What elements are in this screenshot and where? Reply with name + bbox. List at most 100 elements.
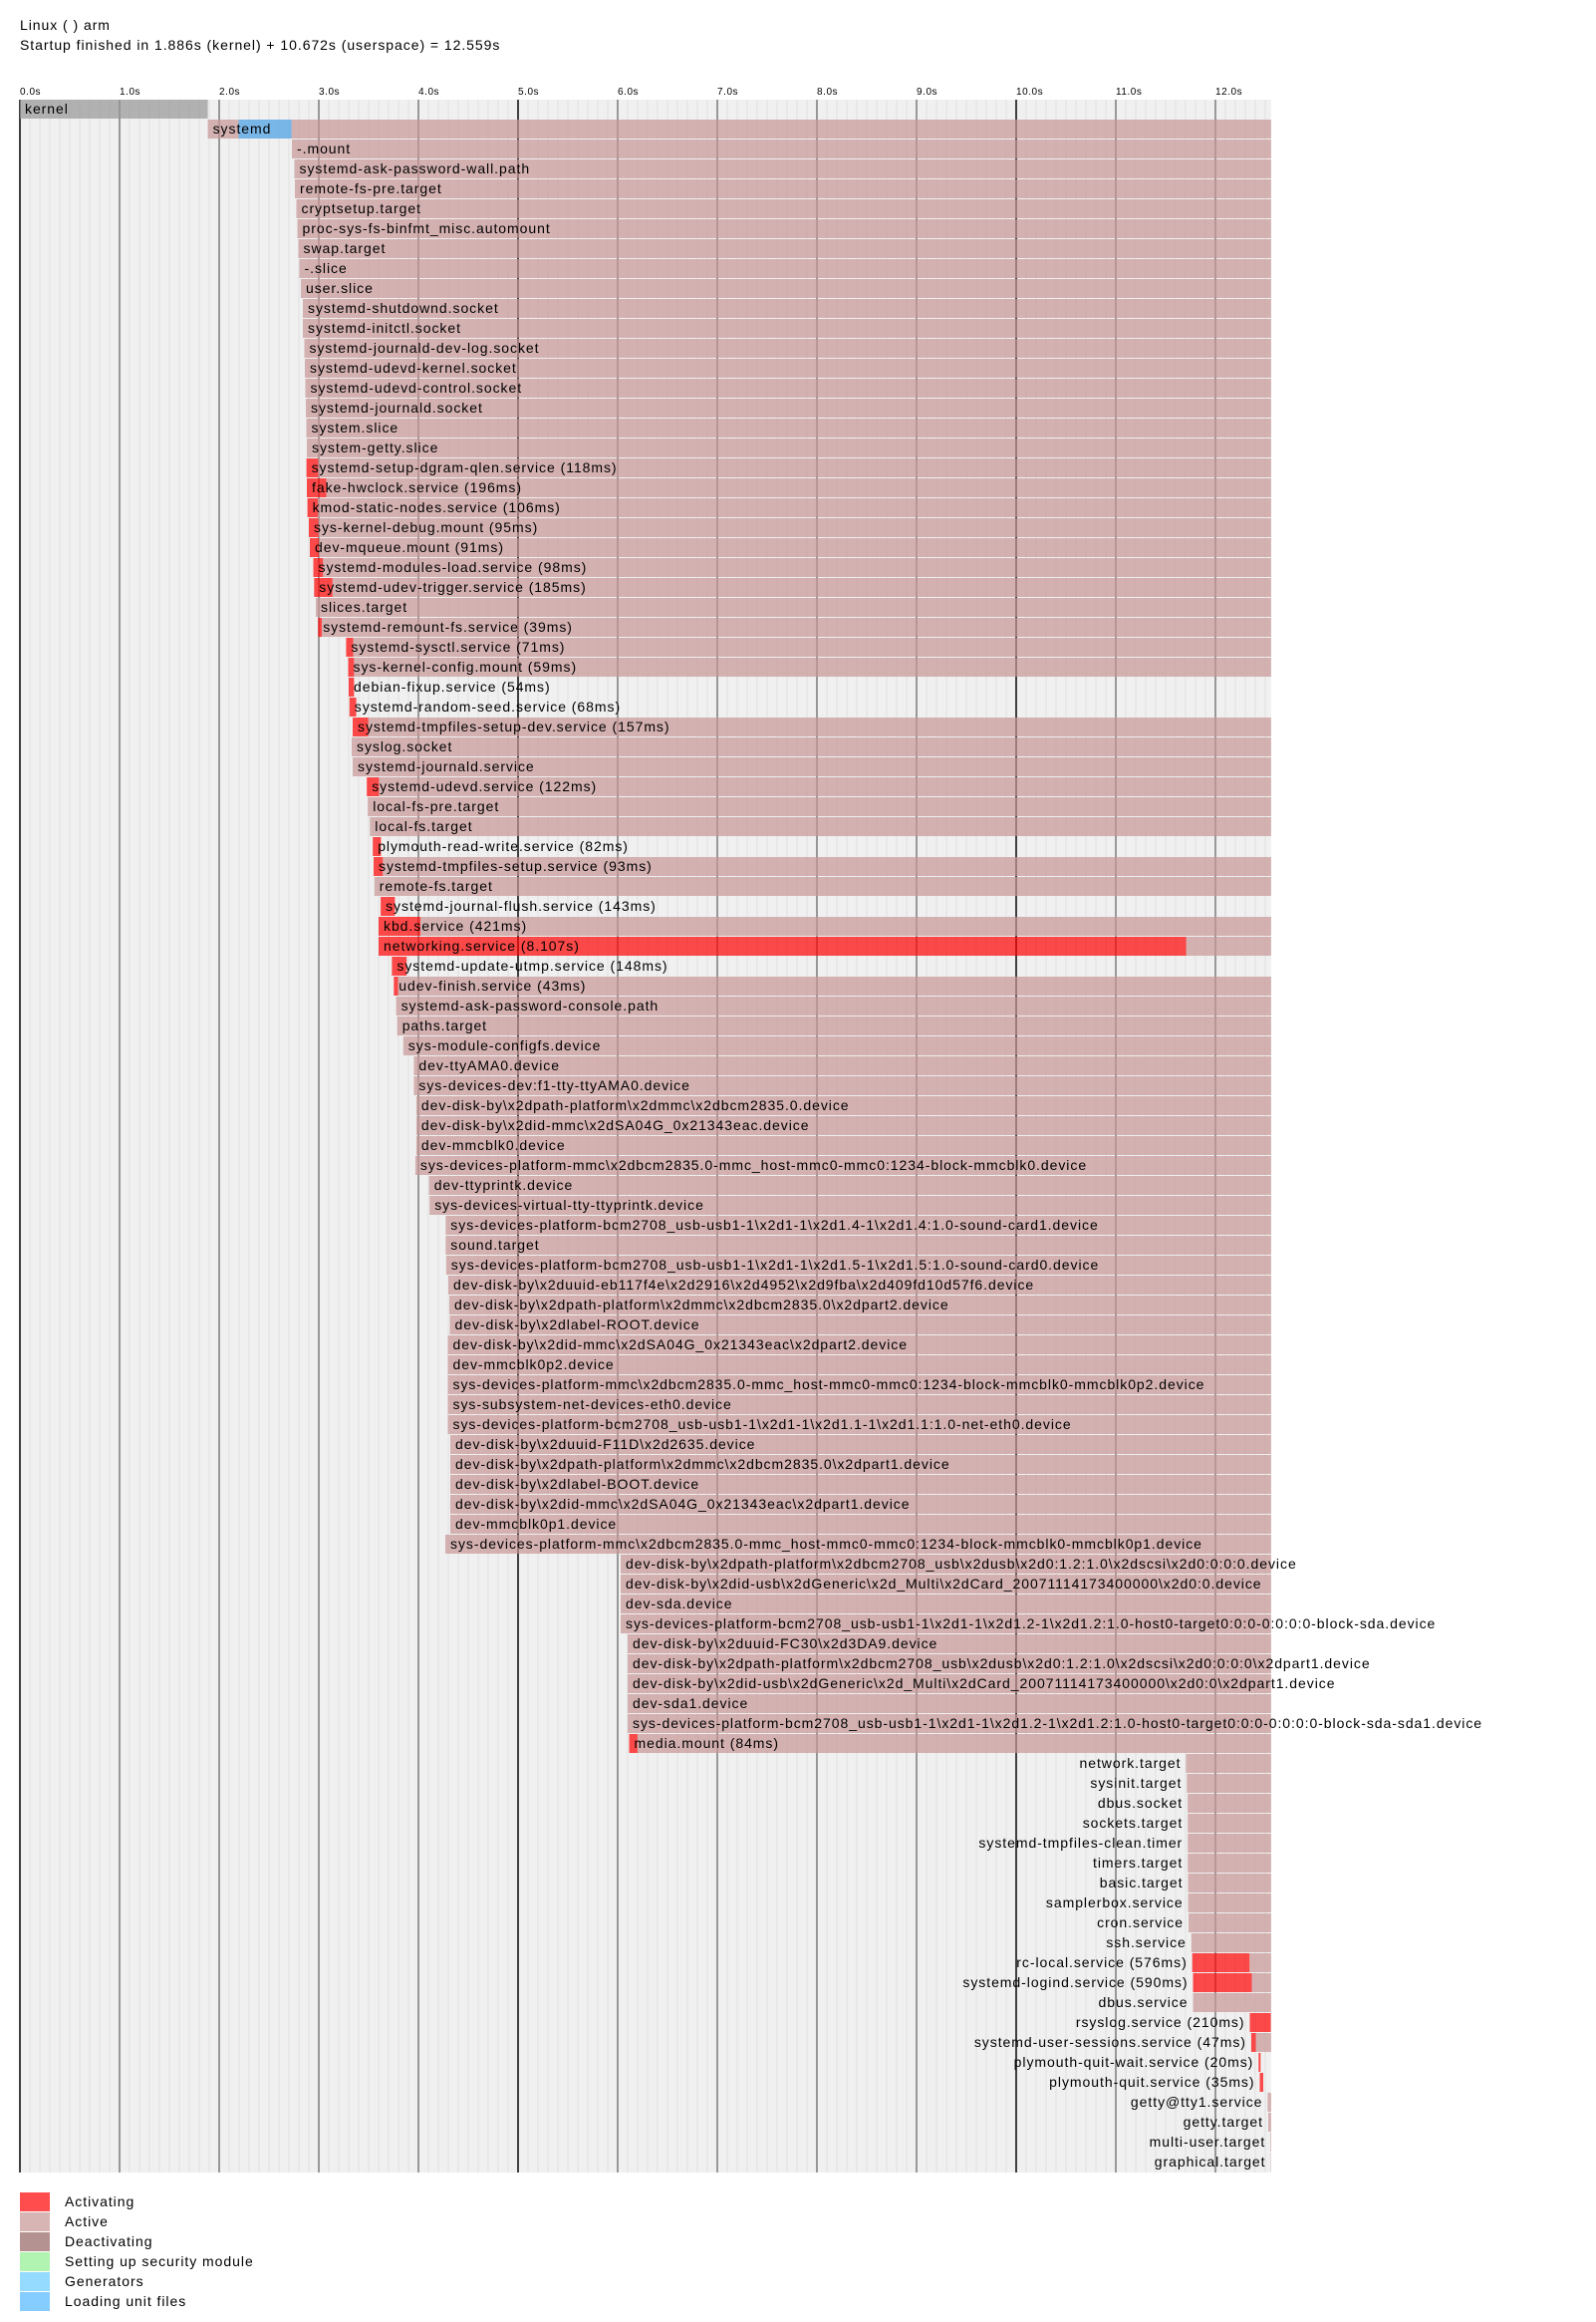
svg-text:Loading unit files: Loading unit files <box>65 2293 186 2309</box>
svg-text:dev-disk-by\x2did-mmc\x2dSA04G: dev-disk-by\x2did-mmc\x2dSA04G_0x21343ea… <box>455 1496 910 1512</box>
svg-text:dev-disk-by\x2dpath-platform\x: dev-disk-by\x2dpath-platform\x2dbcm2708_… <box>633 1655 1371 1671</box>
svg-text:paths.target: paths.target <box>402 1017 487 1033</box>
svg-text:dev-ttyAMA0.device: dev-ttyAMA0.device <box>418 1057 560 1073</box>
svg-text:7.0s: 7.0s <box>717 87 738 98</box>
svg-text:9.0s: 9.0s <box>917 87 937 98</box>
svg-text:systemd: systemd <box>213 121 272 137</box>
svg-text:systemd-tmpfiles-clean.timer: systemd-tmpfiles-clean.timer <box>978 1835 1183 1851</box>
svg-text:kbd.service (421ms): kbd.service (421ms) <box>384 918 527 934</box>
svg-text:sys-devices-platform-mmc\x2dbc: sys-devices-platform-mmc\x2dbcm2835.0-mm… <box>450 1536 1202 1552</box>
svg-text:5.0s: 5.0s <box>518 87 539 98</box>
svg-text:dev-mmcblk0p1.device: dev-mmcblk0p1.device <box>455 1516 617 1532</box>
svg-text:sys-module-configfs.device: sys-module-configfs.device <box>408 1037 602 1053</box>
svg-text:dev-disk-by\x2duuid-FC30\x2d3D: dev-disk-by\x2duuid-FC30\x2d3DA9.device <box>633 1635 937 1651</box>
svg-text:syslog.socket: syslog.socket <box>357 738 452 754</box>
svg-text:remote-fs-pre.target: remote-fs-pre.target <box>300 180 442 196</box>
svg-text:multi-user.target: multi-user.target <box>1150 2134 1266 2150</box>
svg-text:sysinit.target: sysinit.target <box>1090 1775 1182 1791</box>
svg-text:sys-devices-platform-mmc\x2dbc: sys-devices-platform-mmc\x2dbcm2835.0-mm… <box>420 1157 1087 1173</box>
svg-text:dev-disk-by\x2dpath-platform\x: dev-disk-by\x2dpath-platform\x2dmmc\x2db… <box>455 1456 950 1472</box>
svg-text:local-fs-pre.target: local-fs-pre.target <box>373 798 499 814</box>
svg-text:dev-disk-by\x2duuid-F11D\x2d26: dev-disk-by\x2duuid-F11D\x2d2635.device <box>455 1436 755 1452</box>
svg-text:sys-devices-platform-bcm2708_u: sys-devices-platform-bcm2708_usb-usb1-1\… <box>626 1615 1436 1631</box>
svg-text:1.0s: 1.0s <box>120 87 140 98</box>
svg-text:systemd-udevd.service (122ms): systemd-udevd.service (122ms) <box>372 778 597 794</box>
svg-text:samplerbox.service: samplerbox.service <box>1046 1894 1184 1910</box>
svg-text:fake-hwclock.service (196ms): fake-hwclock.service (196ms) <box>312 479 522 495</box>
svg-text:slices.target: slices.target <box>321 599 407 615</box>
svg-text:dev-sda.device: dev-sda.device <box>626 1596 732 1611</box>
svg-text:dev-mmcblk0.device: dev-mmcblk0.device <box>421 1137 566 1153</box>
svg-text:sys-kernel-debug.mount (95ms): sys-kernel-debug.mount (95ms) <box>314 519 538 535</box>
svg-text:sys-devices-dev:f1-tty-ttyAMA0: sys-devices-dev:f1-tty-ttyAMA0.device <box>418 1077 689 1093</box>
svg-text:udev-finish.service (43ms): udev-finish.service (43ms) <box>399 978 586 994</box>
svg-text:sockets.target: sockets.target <box>1083 1815 1183 1831</box>
svg-text:plymouth-quit-wait.service (20: plymouth-quit-wait.service (20ms) <box>1014 2054 1254 2070</box>
svg-text:dev-disk-by\x2dlabel-BOOT.devi: dev-disk-by\x2dlabel-BOOT.device <box>455 1476 699 1492</box>
svg-text:systemd-setup-dgram-qlen.servi: systemd-setup-dgram-qlen.service (118ms) <box>312 459 618 475</box>
svg-text:rsyslog.service (210ms): rsyslog.service (210ms) <box>1076 2014 1245 2030</box>
svg-text:10.0s: 10.0s <box>1016 87 1043 98</box>
svg-text:timers.target: timers.target <box>1093 1855 1183 1871</box>
svg-text:systemd-journald.service: systemd-journald.service <box>358 758 535 774</box>
svg-text:Activating: Activating <box>65 2193 134 2209</box>
svg-text:sys-devices-virtual-tty-ttypri: sys-devices-virtual-tty-ttyprintk.device <box>434 1197 704 1213</box>
svg-text:sys-devices-platform-mmc\x2dbc: sys-devices-platform-mmc\x2dbcm2835.0-mm… <box>453 1376 1205 1392</box>
svg-text:systemd-udev-trigger.service (: systemd-udev-trigger.service (185ms) <box>319 579 586 595</box>
svg-text:4.0s: 4.0s <box>418 87 439 98</box>
svg-text:sys-devices-platform-bcm2708_u: sys-devices-platform-bcm2708_usb-usb1-1\… <box>451 1257 1099 1273</box>
svg-text:user.slice: user.slice <box>306 280 374 296</box>
svg-text:system.slice: system.slice <box>312 420 399 435</box>
svg-text:media.mount (84ms): media.mount (84ms) <box>635 1735 779 1751</box>
svg-text:systemd-remount-fs.service (39: systemd-remount-fs.service (39ms) <box>323 619 573 635</box>
svg-text:systemd-ask-password-wall.path: systemd-ask-password-wall.path <box>300 160 531 176</box>
svg-text:remote-fs.target: remote-fs.target <box>380 878 493 894</box>
svg-text:dev-disk-by\x2duuid-eb117f4e\x: dev-disk-by\x2duuid-eb117f4e\x2d2916\x2d… <box>453 1277 1034 1293</box>
svg-text:Linux ( ) arm: Linux ( ) arm <box>20 17 111 33</box>
svg-text:12.0s: 12.0s <box>1215 87 1242 98</box>
svg-text:dev-ttyprintk.device: dev-ttyprintk.device <box>434 1177 574 1193</box>
svg-text:systemd-random-seed.service (6: systemd-random-seed.service (68ms) <box>355 699 621 715</box>
svg-text:cron.service: cron.service <box>1097 1914 1184 1930</box>
svg-text:-.slice: -.slice <box>305 260 348 276</box>
svg-text:dev-disk-by\x2dpath-platform\x: dev-disk-by\x2dpath-platform\x2dmmc\x2db… <box>454 1297 949 1312</box>
svg-text:sound.target: sound.target <box>450 1237 539 1253</box>
svg-text:proc-sys-fs-binfmt_misc.automo: proc-sys-fs-binfmt_misc.automount <box>303 220 551 236</box>
svg-text:systemd-journald.socket: systemd-journald.socket <box>311 400 483 416</box>
svg-text:getty@tty1.service: getty@tty1.service <box>1131 2094 1262 2110</box>
svg-text:systemd-initctl.socket: systemd-initctl.socket <box>308 320 461 336</box>
svg-text:systemd-udevd-control.socket: systemd-udevd-control.socket <box>311 380 523 396</box>
svg-text:systemd-udevd-kernel.socket: systemd-udevd-kernel.socket <box>310 360 517 376</box>
svg-text:3.0s: 3.0s <box>319 87 340 98</box>
svg-text:sys-subsystem-net-devices-eth0: sys-subsystem-net-devices-eth0.device <box>453 1396 732 1412</box>
svg-text:systemd-journal-flush.service: systemd-journal-flush.service (143ms) <box>386 898 657 914</box>
svg-text:systemd-tmpfiles-setup-dev.ser: systemd-tmpfiles-setup-dev.service (157m… <box>358 719 670 734</box>
svg-text:Active: Active <box>65 2213 109 2229</box>
svg-text:sys-devices-platform-bcm2708_u: sys-devices-platform-bcm2708_usb-usb1-1\… <box>453 1416 1072 1432</box>
svg-text:ssh.service: ssh.service <box>1106 1934 1186 1950</box>
svg-text:Generators: Generators <box>65 2273 144 2289</box>
svg-text:sys-devices-platform-bcm2708_u: sys-devices-platform-bcm2708_usb-usb1-1\… <box>450 1217 1098 1233</box>
svg-text:rc-local.service (576ms): rc-local.service (576ms) <box>1016 1954 1187 1970</box>
svg-text:basic.target: basic.target <box>1100 1875 1184 1890</box>
svg-text:systemd-user-sessions.service: systemd-user-sessions.service (47ms) <box>974 2034 1246 2050</box>
svg-text:systemd-ask-password-console.p: systemd-ask-password-console.path <box>401 998 660 1014</box>
svg-text:sys-devices-platform-bcm2708_u: sys-devices-platform-bcm2708_usb-usb1-1\… <box>633 1715 1482 1731</box>
svg-text:dev-disk-by\x2dpath-platform\x: dev-disk-by\x2dpath-platform\x2dmmc\x2db… <box>421 1097 850 1113</box>
svg-text:dev-disk-by\x2did-usb\x2dGener: dev-disk-by\x2did-usb\x2dGeneric\x2d_Mul… <box>633 1675 1335 1691</box>
svg-text:cryptsetup.target: cryptsetup.target <box>302 200 421 216</box>
svg-text:kmod-static-nodes.service (106: kmod-static-nodes.service (106ms) <box>313 499 561 515</box>
svg-text:-.mount: -.mount <box>297 141 351 156</box>
svg-text:systemd-shutdownd.socket: systemd-shutdownd.socket <box>308 300 499 316</box>
svg-text:dev-disk-by\x2did-mmc\x2dSA04G: dev-disk-by\x2did-mmc\x2dSA04G_0x21343ea… <box>453 1336 908 1352</box>
svg-text:6.0s: 6.0s <box>618 87 639 98</box>
svg-text:system-getty.slice: system-getty.slice <box>312 439 438 455</box>
svg-text:dev-disk-by\x2did-usb\x2dGener: dev-disk-by\x2did-usb\x2dGeneric\x2d_Mul… <box>626 1576 1262 1592</box>
svg-text:dbus.service: dbus.service <box>1099 1994 1189 2010</box>
svg-text:dev-mqueue.mount (91ms): dev-mqueue.mount (91ms) <box>315 539 504 555</box>
svg-text:11.0s: 11.0s <box>1116 87 1142 98</box>
svg-text:Setting up security module: Setting up security module <box>65 2253 254 2269</box>
svg-text:systemd-modules-load.service (: systemd-modules-load.service (98ms) <box>319 559 588 575</box>
svg-text:2.0s: 2.0s <box>219 87 240 98</box>
svg-text:systemd-sysctl.service (71ms): systemd-sysctl.service (71ms) <box>351 639 565 655</box>
